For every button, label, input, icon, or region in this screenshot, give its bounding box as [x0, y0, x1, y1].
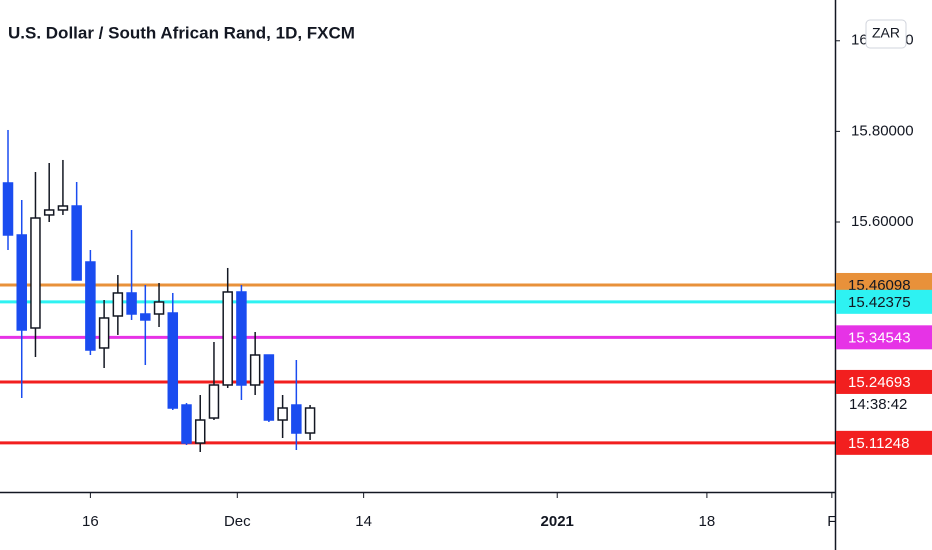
candle-body: [208, 384, 220, 419]
price-label: 15.42375: [848, 294, 911, 311]
price-label: 15.46098: [848, 277, 911, 294]
countdown-label: 14:38:42: [849, 396, 907, 413]
candle-body: [304, 407, 316, 434]
price-label: 15.11248: [848, 435, 909, 452]
candle-body: [153, 301, 165, 315]
candle-body: [30, 217, 41, 329]
candle-body: [57, 205, 69, 211]
candle-body: [126, 292, 137, 315]
candle-body: [2, 182, 14, 236]
x-tick-label: F: [827, 513, 836, 530]
candle-body: [277, 407, 288, 421]
candle-body: [16, 234, 27, 331]
price-label: 15.24693: [848, 374, 911, 391]
candle-body: [140, 313, 151, 321]
candle-body: [71, 205, 82, 281]
chart-title: U.S. Dollar / South African Rand, 1D, FX…: [8, 23, 355, 42]
candle-body: [222, 291, 233, 386]
candle-body: [236, 291, 247, 386]
candle-body: [98, 317, 110, 349]
candle-body: [181, 404, 192, 444]
price-label-box: [836, 369, 932, 394]
price-label-box: [836, 430, 932, 455]
candle-body: [249, 354, 261, 386]
candle-body: [194, 419, 206, 444]
candle-body: [112, 292, 124, 317]
currency-button[interactable]: [865, 19, 907, 49]
x-tick-label: 2021: [541, 513, 574, 530]
price-label-box: [836, 325, 932, 350]
candle-body: [85, 261, 96, 351]
y-tick-label: 15.80000: [851, 122, 914, 139]
candle-body: [167, 312, 179, 409]
price-label-box: [836, 289, 932, 314]
x-tick-label: 14: [355, 513, 372, 530]
currency-button-label[interactable]: ZAR: [872, 25, 900, 41]
y-tick-label: 15.60000: [851, 213, 914, 230]
candle-body: [291, 404, 302, 434]
price-label: 15.34543: [848, 329, 911, 346]
candle-body: [263, 354, 275, 421]
x-tick-label: 16: [82, 513, 99, 530]
candle-body: [43, 209, 55, 216]
x-tick-label: 18: [699, 513, 716, 530]
x-tick-label: Dec: [224, 513, 251, 530]
